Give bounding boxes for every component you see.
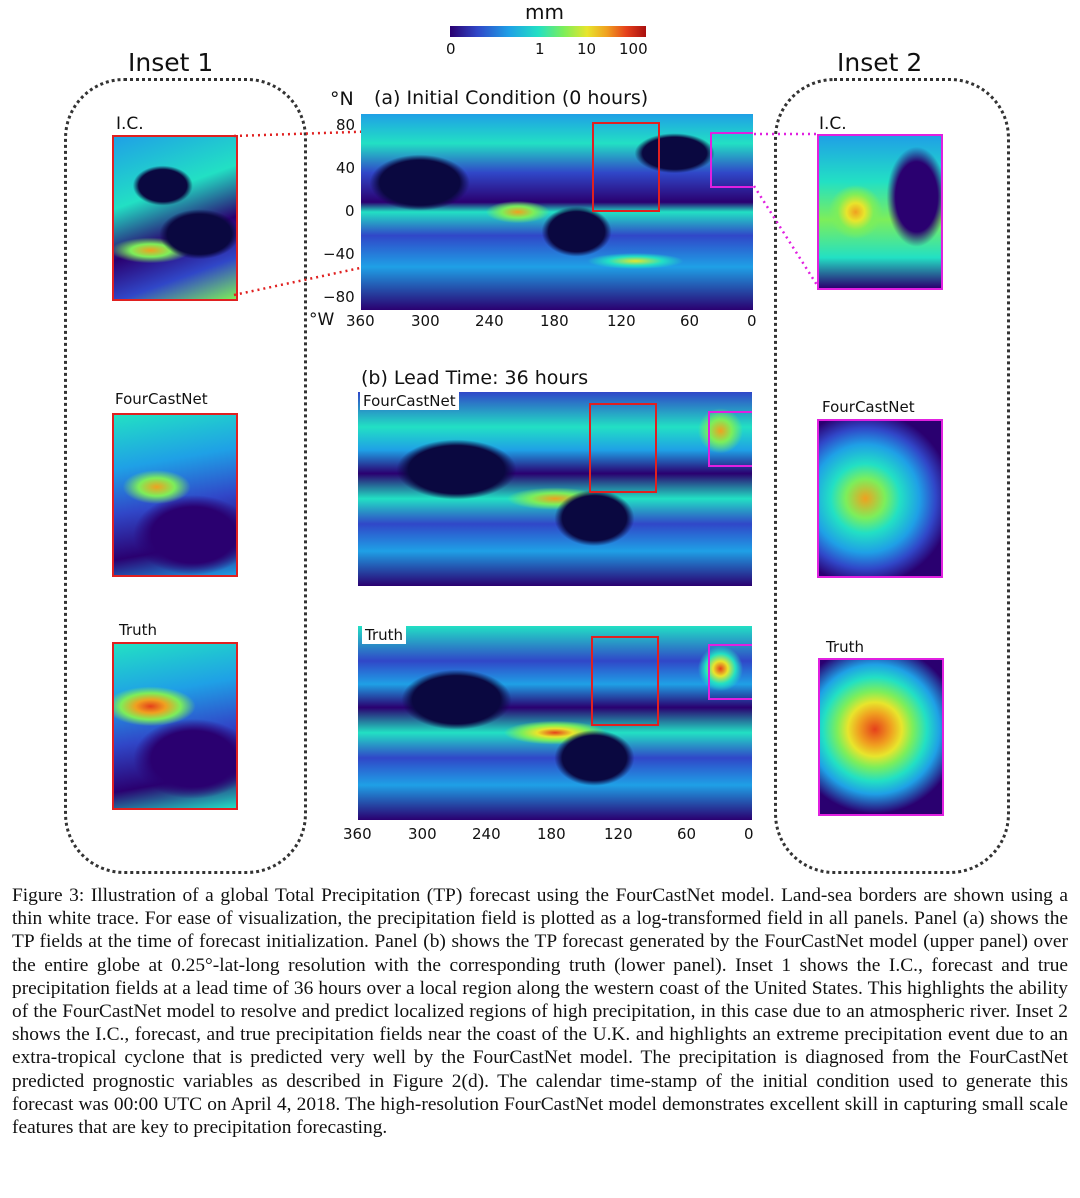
panel-b-lon-tick-120: 120 <box>604 825 633 843</box>
inset2-title: Inset 2 <box>837 48 923 77</box>
panel-a-lon-tick-300: 300 <box>411 312 440 330</box>
inset2-truth-map <box>818 658 944 816</box>
colorbar-tick-1: 1 <box>535 40 545 58</box>
panel-b-fourcastnet-map: FourCastNet <box>358 392 752 586</box>
colorbar-tick-2: 10 <box>577 40 597 58</box>
panel-a-lon-tick-180: 180 <box>540 312 569 330</box>
panel-a-lon-tick-240: 240 <box>475 312 504 330</box>
inset2-ic-map <box>817 134 943 290</box>
panel-a-lon-tick-360: 360 <box>346 312 375 330</box>
panel-a-lat-tick-80: 80 <box>336 116 356 134</box>
inset1-ic-map <box>112 135 238 301</box>
panel-a-lat-tick-40: 40 <box>336 159 356 177</box>
panel-a-lat-tick-m40: −40 <box>323 245 355 263</box>
panel-a-lat-unit: °N <box>330 88 354 110</box>
panel-a-region-box-inset1 <box>592 122 660 212</box>
colorbar-tick-3: 100 <box>619 40 648 58</box>
panel-a-lon-tick-0: 0 <box>747 312 757 330</box>
inset2-fourcastnet-map <box>817 419 943 578</box>
panel-b-lon-tick-60: 60 <box>677 825 697 843</box>
panel-b-lon-tick-360: 360 <box>343 825 372 843</box>
panel-a-region-box-inset2 <box>710 132 753 188</box>
panel-b-fourcastnet-label: FourCastNet <box>360 392 459 410</box>
panel-b-fourcastnet-box-inset2 <box>708 411 752 467</box>
inset1-fourcastnet-map <box>112 413 238 577</box>
panel-a-lon-unit: °W <box>309 310 335 330</box>
panel-b-fourcastnet-box-inset1 <box>589 403 657 493</box>
inset2-fourcastnet-label: FourCastNet <box>819 398 918 416</box>
panel-a-map <box>361 114 753 310</box>
panel-b-lon-tick-180: 180 <box>537 825 566 843</box>
panel-b-truth-box-inset1 <box>591 636 659 726</box>
panel-a-lon-tick-60: 60 <box>680 312 700 330</box>
colorbar <box>450 26 646 37</box>
inset1-fourcastnet-label: FourCastNet <box>112 390 211 408</box>
inset1-frame <box>64 78 307 874</box>
figure-caption: Figure 3: Illustration of a global Total… <box>12 885 1068 1139</box>
panel-a-lat-tick-0: 0 <box>345 202 355 220</box>
inset1-truth-label: Truth <box>116 621 161 639</box>
colorbar-tick-0: 0 <box>446 40 456 58</box>
panel-b-lon-tick-300: 300 <box>408 825 437 843</box>
inset1-title: Inset 1 <box>128 48 214 77</box>
panel-b-truth-box-inset2 <box>708 644 752 700</box>
panel-b-lon-tick-240: 240 <box>472 825 501 843</box>
inset2-frame <box>774 78 1010 874</box>
panel-b-lon-tick-0: 0 <box>744 825 754 843</box>
panel-a-lon-tick-120: 120 <box>607 312 636 330</box>
panel-b-truth-map: Truth <box>358 626 752 820</box>
inset1-truth-map <box>112 642 238 810</box>
panel-b-title: (b) Lead Time: 36 hours <box>361 367 589 389</box>
panel-a-title: (a) Initial Condition (0 hours) <box>374 87 649 109</box>
connector-lines <box>233 122 819 297</box>
panel-a-lat-tick-m80: −80 <box>323 288 355 306</box>
inset2-truth-label: Truth <box>823 638 868 656</box>
inset1-ic-label: I.C. <box>116 114 144 134</box>
colorbar-unit: mm <box>525 0 564 24</box>
panel-b-truth-label: Truth <box>362 626 407 644</box>
inset2-ic-label: I.C. <box>819 114 847 134</box>
